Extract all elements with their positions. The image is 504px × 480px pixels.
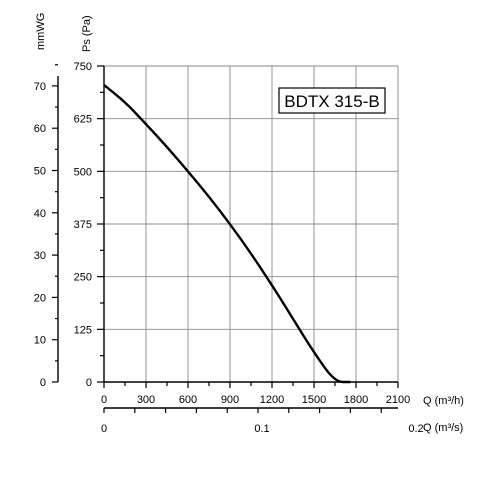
- x2-tick-label: 0: [101, 423, 107, 435]
- grid-lines: [103, 65, 399, 383]
- curve-layer: [103, 84, 351, 384]
- y2-tick-label: 40: [34, 208, 46, 220]
- y-tick-label: 750: [74, 61, 92, 73]
- y2-axis-label: mmWG: [35, 13, 47, 50]
- x2-tick-label: 0.2: [408, 423, 423, 435]
- x-tick-label: 900: [221, 394, 239, 406]
- axes: [57, 66, 398, 409]
- x-tick-label: 1500: [302, 394, 326, 406]
- x2-tick-label: 0.1: [254, 423, 269, 435]
- y2-tick-label: 60: [34, 123, 46, 135]
- y2-tick-label: 70: [34, 81, 46, 93]
- y-tick-label: 375: [74, 219, 92, 231]
- performance-curve: [103, 84, 351, 384]
- y-tick-label: 250: [74, 272, 92, 284]
- y2-tick-label: 20: [34, 292, 46, 304]
- y2-tick-label: 30: [34, 250, 46, 262]
- x-tick-label: 1200: [260, 394, 284, 406]
- y2-tick-label: 10: [34, 335, 46, 347]
- ticks: 0300600900120015001800210000.10.20.30.40…: [34, 61, 424, 435]
- x-axis-label: Q (m³/h): [423, 395, 464, 407]
- x-tick-label: 2100: [386, 394, 410, 406]
- y2-tick-label: 50: [34, 166, 46, 178]
- y-axis-label: Ps (Pa): [81, 15, 93, 52]
- chart-title: BDTX 315-B: [284, 92, 379, 111]
- x-tick-label: 1800: [344, 394, 368, 406]
- x2-axis-label: Q (m³/s): [423, 422, 463, 434]
- y-tick-label: 125: [74, 324, 92, 336]
- x-tick-label: 0: [101, 394, 107, 406]
- y2-tick-label: 0: [40, 377, 46, 389]
- x-tick-label: 600: [179, 394, 197, 406]
- model-label-box: [278, 87, 386, 114]
- y-tick-label: 500: [74, 166, 92, 178]
- y-tick-label: 625: [74, 114, 92, 126]
- y-tick-label: 0: [86, 377, 92, 389]
- x-tick-label: 300: [137, 394, 155, 406]
